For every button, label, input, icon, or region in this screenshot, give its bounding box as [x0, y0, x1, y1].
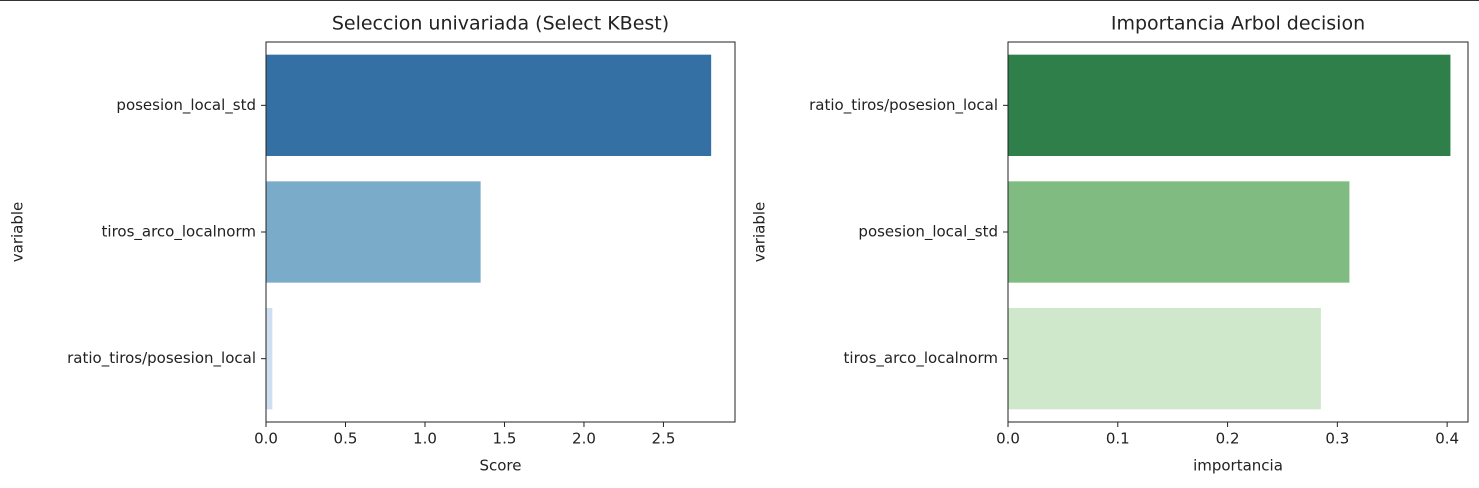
- plot-frame: [265, 41, 736, 423]
- y-tick-label: ratio_tiros/posesion_local: [67, 349, 256, 368]
- x-tick-label: 0.4: [1435, 430, 1459, 448]
- y-tick-label: posesion_local_std: [116, 96, 256, 115]
- plot-frame: [1007, 41, 1469, 423]
- x-tick-label: 2.5: [652, 430, 676, 448]
- x-tick-label: 0.5: [334, 430, 358, 448]
- chart-title: Importancia Arbol decision: [1111, 13, 1365, 35]
- x-tick-label: 1.0: [413, 430, 437, 448]
- y-tick-label: tiros_arco_localnorm: [844, 349, 998, 368]
- bar: [266, 181, 481, 283]
- bar: [1008, 54, 1451, 156]
- bar: [1008, 308, 1321, 410]
- y-axis-label: variable: [751, 202, 769, 263]
- x-tick-label: 1.5: [493, 430, 517, 448]
- chart-title: Seleccion univariada (Select KBest): [332, 13, 669, 35]
- x-tick-label: 0.0: [254, 430, 278, 448]
- x-tick-label: 0.2: [1216, 430, 1240, 448]
- x-tick-label: 0.0: [996, 430, 1020, 448]
- x-tick-label: 0.1: [1106, 430, 1130, 448]
- x-tick-label: 0.3: [1325, 430, 1349, 448]
- x-axis-label: importancia: [1193, 457, 1283, 475]
- y-axis-label: variable: [9, 202, 27, 263]
- x-axis-label: Score: [479, 457, 521, 475]
- y-tick-label: ratio_tiros/posesion_local: [809, 96, 998, 115]
- bar: [266, 308, 273, 410]
- bar: [266, 54, 712, 156]
- y-tick-label: tiros_arco_localnorm: [102, 223, 256, 242]
- x-tick-label: 2.0: [572, 430, 596, 448]
- bar: [1008, 181, 1350, 283]
- y-tick-label: posesion_local_std: [858, 223, 998, 242]
